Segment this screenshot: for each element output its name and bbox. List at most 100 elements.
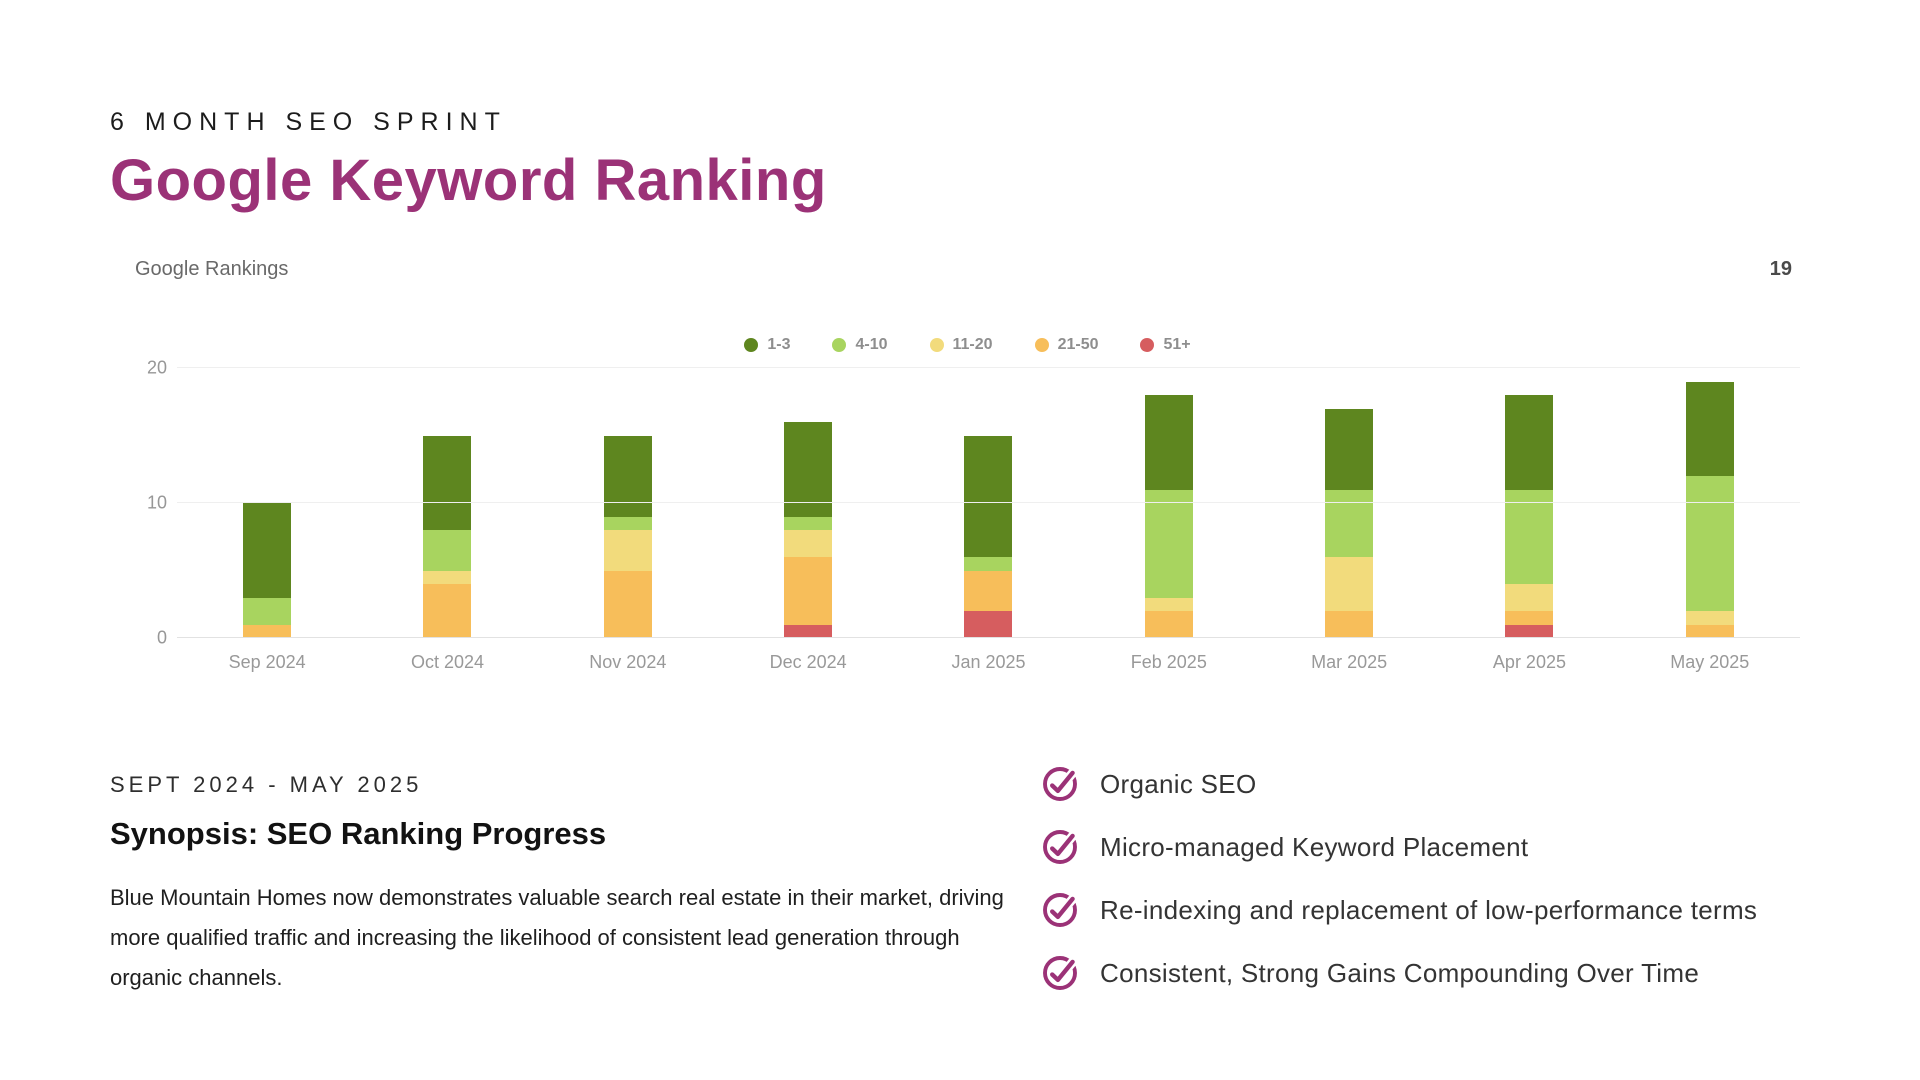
legend-label: 11-20 [952, 336, 993, 353]
bar-slot-apr-2025 [1439, 368, 1619, 638]
stacked-bar[interactable] [243, 503, 292, 638]
legend-item-1-3[interactable]: 1-3 [744, 336, 790, 354]
x-tick-label: Apr 2025 [1492, 652, 1566, 672]
legend-item-11-20[interactable]: 11-20 [929, 336, 993, 354]
bar-segment-4-10[interactable] [1144, 489, 1193, 598]
bar-segment-21-50[interactable] [1685, 624, 1734, 638]
legend-label: 51+ [1163, 336, 1191, 353]
y-tick-label: 20 [146, 357, 167, 378]
bar-segment-51+[interactable] [964, 611, 1013, 638]
stacked-bar[interactable] [603, 435, 652, 638]
bar-segment-11-20[interactable] [423, 570, 472, 584]
bars-container [177, 368, 1800, 638]
bar-segment-4-10[interactable] [243, 597, 292, 625]
highlights-checklist: Organic SEO Micro-managed Keyword Placem… [1042, 766, 1902, 1018]
bar-segment-21-50[interactable] [1505, 611, 1554, 625]
x-tick-label: Dec 2024 [769, 652, 847, 672]
legend-dot-icon [744, 338, 759, 352]
bar-segment-21-50[interactable] [243, 624, 292, 638]
bar-slot-mar-2025 [1259, 368, 1439, 638]
google-rankings-chart: Google Rankings 19 1-3 4-10 11-20 21-50 51+ … [135, 258, 1800, 673]
bar-segment-1-3[interactable] [1325, 408, 1374, 490]
bar-segment-1-3[interactable] [784, 422, 833, 517]
stacked-bar[interactable] [423, 435, 472, 638]
bar-segment-1-3[interactable] [603, 435, 652, 517]
check-circle-icon [1043, 956, 1078, 990]
header-eyebrow: 6 MONTH SEO SPRINT [110, 108, 507, 136]
synopsis-body: Blue Mountain Homes now demonstrates val… [110, 885, 1004, 990]
stacked-bar[interactable] [1685, 381, 1734, 638]
bar-segment-1-3[interactable] [243, 503, 292, 598]
bar-segment-21-50[interactable] [603, 570, 652, 638]
checklist-item-label: Re-indexing and replacement of low-perfo… [1100, 894, 1758, 925]
y-tick-label: 10 [146, 492, 167, 513]
bar-segment-4-10[interactable] [1325, 489, 1374, 557]
check-circle-icon [1043, 767, 1078, 801]
bar-segment-1-3[interactable] [423, 435, 472, 530]
bar-segment-1-3[interactable] [1144, 395, 1193, 490]
bar-slot-sep-2024 [177, 368, 357, 638]
legend-label: 1-3 [767, 336, 791, 353]
legend-label: 21-50 [1057, 336, 1099, 353]
bar-segment-51+[interactable] [784, 624, 833, 638]
synopsis-heading: Synopsis: SEO Ranking Progress [110, 816, 607, 851]
bar-segment-11-20[interactable] [1685, 611, 1734, 625]
bar-segment-1-3[interactable] [1505, 395, 1554, 490]
bar-segment-1-3[interactable] [964, 435, 1013, 557]
checklist-item: Micro-managed Keyword Placement [1042, 829, 1902, 865]
bar-slot-feb-2025 [1079, 368, 1259, 638]
bar-segment-11-20[interactable] [1505, 584, 1554, 611]
checklist-item-label: Consistent, Strong Gains Compounding Ove… [1100, 957, 1700, 988]
bar-segment-11-20[interactable] [1144, 597, 1193, 611]
x-tick-label: Feb 2025 [1130, 652, 1207, 672]
check-circle-icon [1043, 893, 1078, 927]
bar-segment-21-50[interactable] [423, 584, 472, 638]
bar-segment-4-10[interactable] [1505, 489, 1554, 584]
stacked-bar[interactable] [964, 435, 1013, 638]
bar-slot-oct-2024 [357, 368, 537, 638]
check-circle-icon [1043, 830, 1078, 864]
stacked-bar[interactable] [784, 422, 833, 638]
bar-segment-11-20[interactable] [1325, 557, 1374, 611]
legend-label: 4-10 [855, 336, 888, 353]
bar-segment-4-10[interactable] [423, 530, 472, 571]
legend-dot-icon [1034, 338, 1049, 352]
legend-item-4-10[interactable]: 4-10 [832, 336, 888, 354]
chart-plot-row: 0 10 20 [135, 358, 1800, 648]
stacked-bar[interactable] [1325, 408, 1374, 638]
y-axis: 0 10 20 [135, 358, 177, 648]
legend-dot-icon [832, 338, 847, 352]
bar-segment-21-50[interactable] [1144, 611, 1193, 638]
bar-segment-21-50[interactable] [964, 570, 1013, 611]
bar-segment-21-50[interactable] [1325, 611, 1374, 638]
chart-panel-head: Google Rankings 19 [135, 258, 1800, 281]
bar-segment-4-10[interactable] [1685, 476, 1734, 611]
bar-slot-may-2025 [1620, 368, 1800, 638]
chart-latest-total: 19 [1769, 258, 1792, 280]
stacked-bar[interactable] [1144, 395, 1193, 638]
bar-segment-51+[interactable] [1505, 624, 1554, 638]
bar-segment-21-50[interactable] [784, 557, 833, 625]
chart-title: Google Rankings [135, 258, 289, 280]
bar-slot-jan-2025 [898, 368, 1078, 638]
gridline [177, 637, 1800, 638]
bar-segment-4-10[interactable] [784, 516, 833, 530]
chart-legend: 1-3 4-10 11-20 21-50 51+ [135, 335, 1800, 355]
stacked-bar[interactable] [1505, 395, 1554, 638]
bar-segment-4-10[interactable] [964, 557, 1013, 571]
legend-dot-icon [929, 338, 944, 352]
y-tick-label: 0 [156, 627, 167, 648]
legend-item-21-50[interactable]: 21-50 [1034, 336, 1099, 354]
gridline [177, 367, 1800, 368]
bar-slot-dec-2024 [718, 368, 898, 638]
bar-segment-11-20[interactable] [784, 530, 833, 557]
bar-segment-4-10[interactable] [603, 516, 652, 530]
bar-segment-1-3[interactable] [1685, 381, 1734, 476]
bar-slot-nov-2024 [538, 368, 718, 638]
x-tick-label: Jan 2025 [951, 652, 1026, 672]
x-tick-label: Oct 2024 [410, 652, 485, 672]
bar-segment-11-20[interactable] [603, 530, 652, 571]
page-title: Google Keyword Ranking [110, 148, 827, 213]
legend-item-51+[interactable]: 51+ [1140, 336, 1191, 354]
x-axis: Sep 2024 Oct 2024 Nov 2024 Dec 2024 Jan 2025… [177, 652, 1800, 673]
